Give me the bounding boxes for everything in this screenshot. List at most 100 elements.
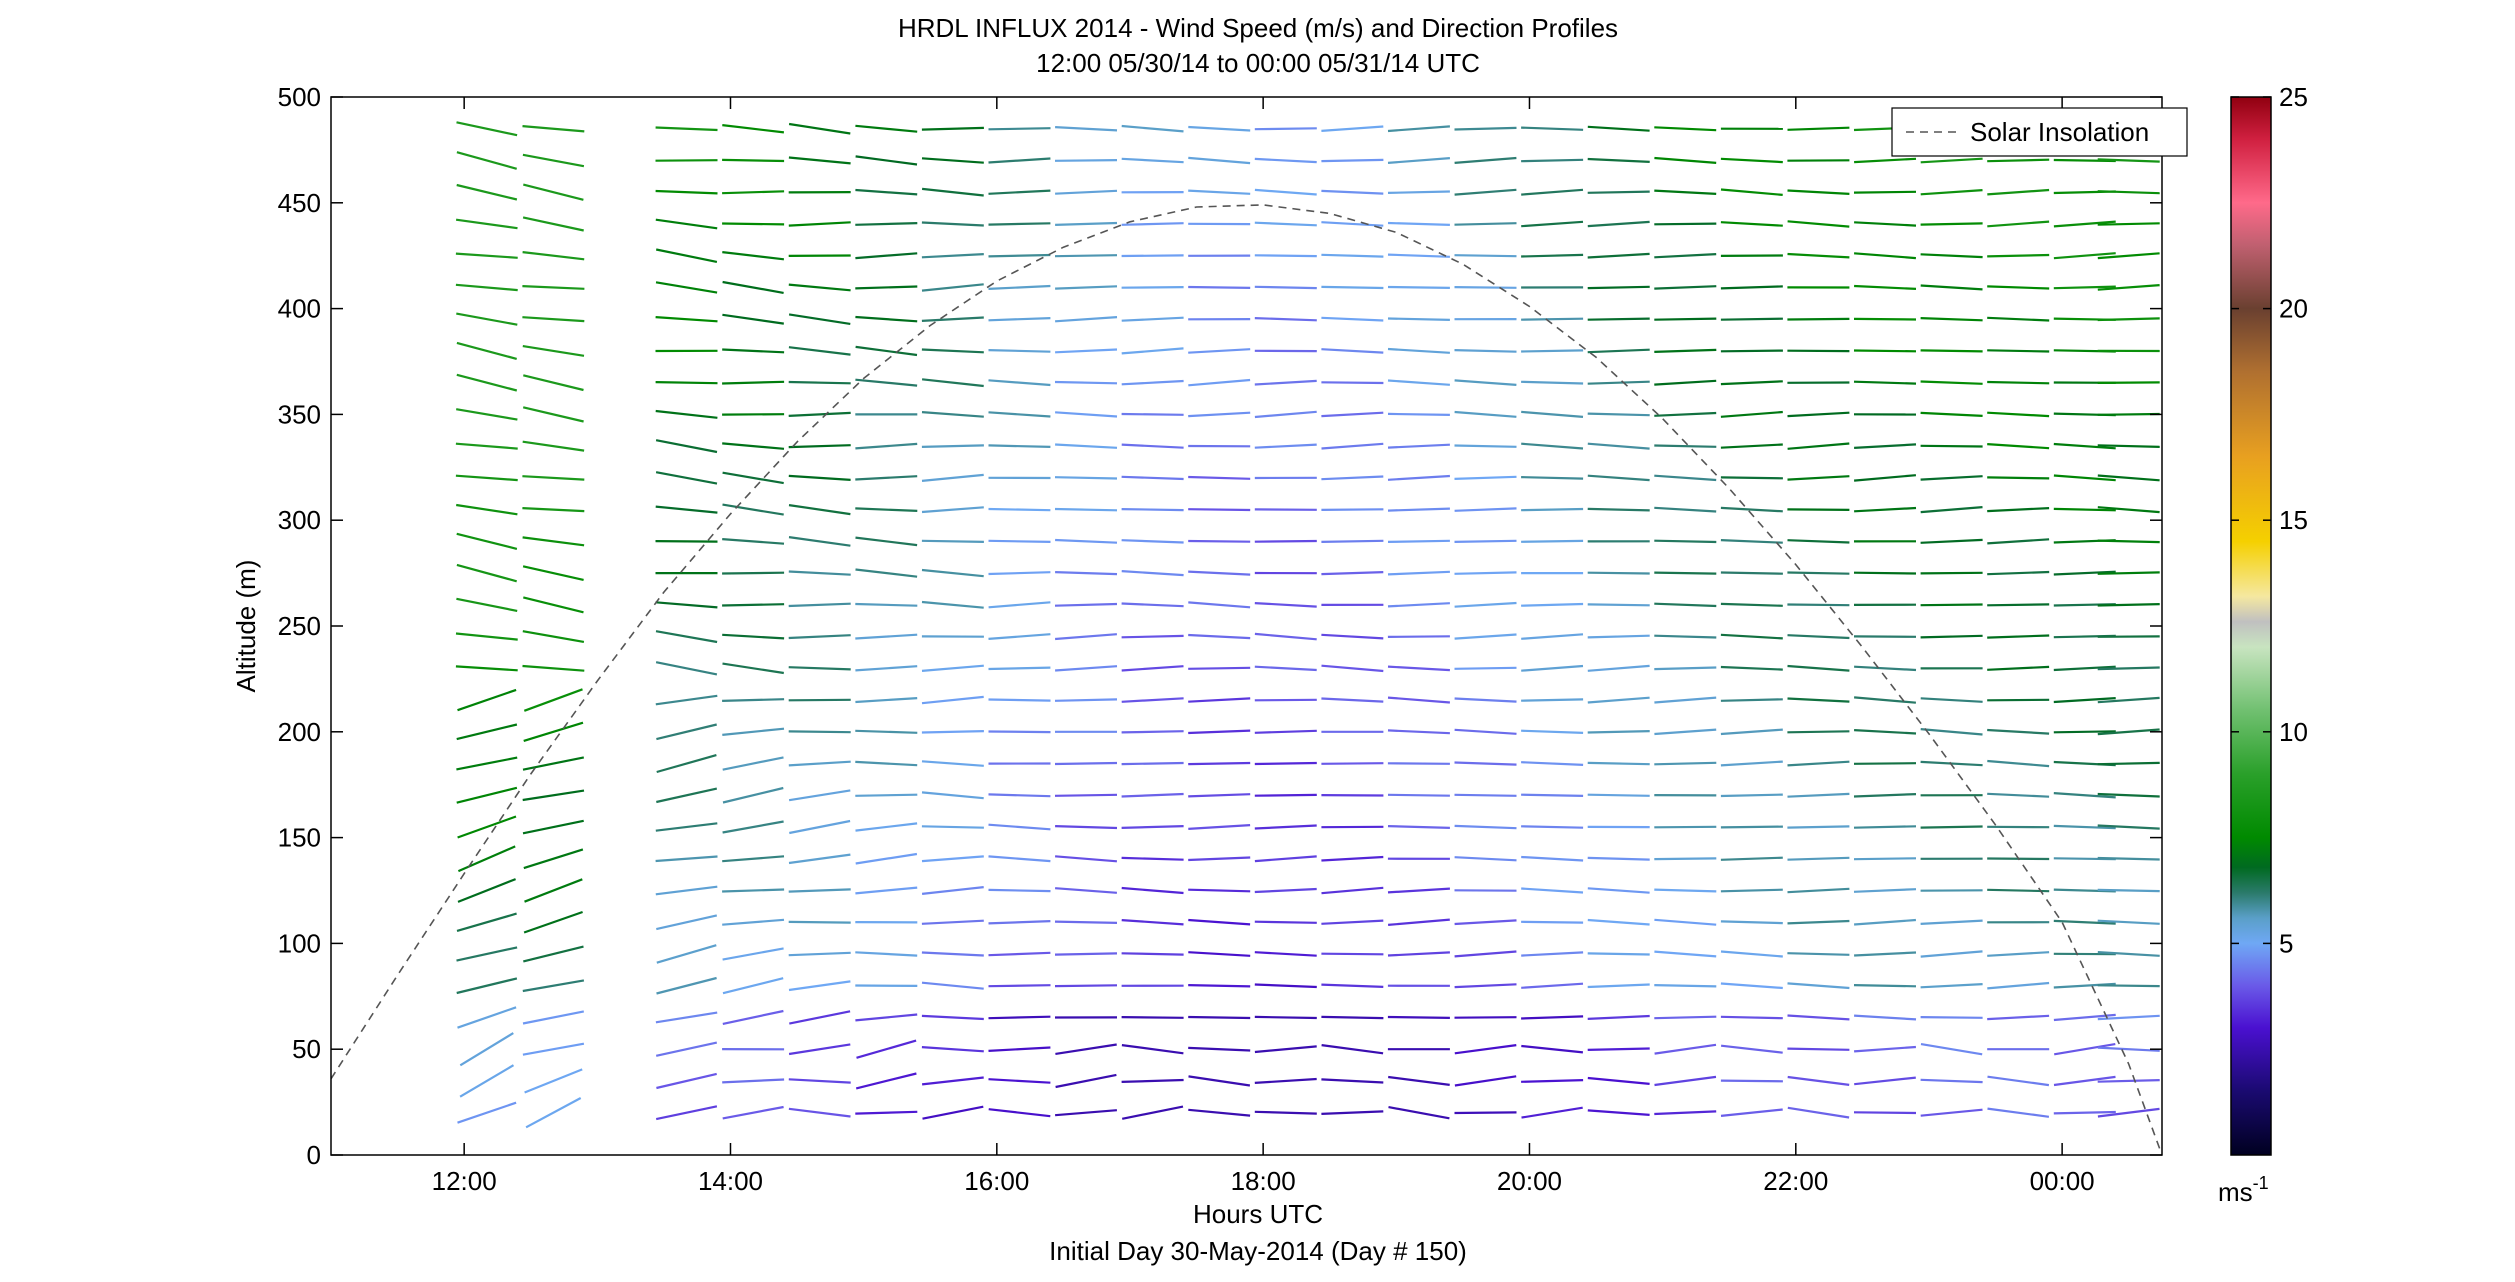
wind-barb <box>456 183 518 201</box>
wind-barb <box>2053 570 2116 576</box>
wind-barb <box>1254 602 1317 608</box>
wind-barb <box>1254 983 1317 989</box>
wind-barb <box>1587 793 1650 797</box>
wind-barb <box>1121 254 1184 258</box>
wind-barb <box>456 786 518 804</box>
wind-barb <box>788 634 851 640</box>
wind-barb <box>922 1105 984 1120</box>
wind-barb <box>1587 380 1650 385</box>
wind-barb <box>2097 571 2160 575</box>
wind-barb <box>1587 730 1650 734</box>
wind-barb <box>1387 729 1450 735</box>
wind-barb <box>788 536 851 547</box>
wind-barb <box>1387 443 1450 449</box>
wind-barb <box>456 151 517 170</box>
wind-barb <box>457 815 517 839</box>
wind-barb <box>788 570 851 576</box>
wind-barb <box>1054 698 1118 702</box>
wind-barb <box>788 380 851 385</box>
wind-barb <box>655 601 718 609</box>
wind-barb <box>988 920 1051 925</box>
wind-barb <box>1720 1079 1783 1083</box>
wind-barb <box>1254 539 1317 543</box>
wind-barb <box>1987 349 2050 353</box>
wind-barb <box>788 283 851 292</box>
wind-barb <box>988 730 1051 734</box>
wind-barb <box>1920 284 1983 291</box>
x-axis-label: Hours UTC <box>1193 1199 1323 1229</box>
wind-barb <box>1987 220 2050 228</box>
wind-barb <box>1454 919 1517 926</box>
wind-barb <box>1454 1044 1517 1055</box>
wind-barb <box>1121 379 1184 386</box>
wind-barb <box>1054 476 1118 480</box>
wind-barb <box>1254 887 1317 894</box>
wind-barb <box>1587 634 1650 639</box>
wind-barb <box>788 156 851 165</box>
wind-barb <box>1920 380 1983 385</box>
wind-barb <box>921 473 984 482</box>
wind-barb <box>1854 918 1916 926</box>
wind-barb <box>1920 538 1983 544</box>
wind-barb <box>855 222 918 226</box>
wind-barb <box>1654 1043 1717 1055</box>
wind-barb <box>1787 252 1850 259</box>
wind-barb <box>1055 348 1118 354</box>
wind-barb <box>455 218 518 230</box>
wind-barb <box>1987 792 2050 798</box>
wind-barb <box>988 284 1051 290</box>
wind-barb <box>1521 793 1584 797</box>
wind-barb <box>788 602 851 608</box>
wind-barb <box>1920 825 1983 829</box>
wind-barb <box>1654 189 1717 195</box>
wind-barb <box>1787 571 1850 575</box>
wind-barb <box>1587 412 1650 417</box>
wind-barb <box>1121 856 1184 861</box>
wind-barb <box>655 855 718 863</box>
wind-barb <box>1188 1075 1251 1087</box>
wind-barb <box>855 951 918 957</box>
y-axis-label: Altitude (m) <box>231 560 261 693</box>
wind-barb <box>988 793 1051 798</box>
wind-barb <box>1454 601 1517 608</box>
wind-barb <box>855 188 918 196</box>
wind-barb <box>1321 253 1384 258</box>
wind-barb <box>921 695 984 705</box>
wind-barb <box>655 822 718 832</box>
wind-barb <box>988 539 1051 543</box>
wind-barb <box>1854 284 1917 290</box>
wind-barb <box>1521 442 1584 450</box>
wind-barb <box>722 471 784 485</box>
wind-barb <box>1321 952 1384 956</box>
wind-barb <box>1188 378 1251 387</box>
wind-barb <box>456 977 518 995</box>
y-tick-label: 150 <box>278 823 321 853</box>
wind-barb <box>1787 730 1850 734</box>
wind-barb <box>1321 411 1384 418</box>
x-axis: 12:00 14:00 16:00 18:00 20:00 22:00 00:00 <box>432 97 2095 1196</box>
wind-barb <box>1055 1073 1117 1089</box>
y-tick-label: 500 <box>278 82 321 112</box>
wind-barb <box>1720 920 1783 925</box>
wind-barb <box>2097 951 2160 957</box>
wind-barb <box>2097 412 2160 416</box>
wind-barb <box>722 855 785 863</box>
wind-barb <box>655 281 718 294</box>
wind-barb <box>1121 443 1184 449</box>
wind-barb <box>2053 919 2116 925</box>
wind-barb <box>1587 317 1650 321</box>
wind-barb <box>1387 825 1450 829</box>
wind-barb <box>1387 507 1450 512</box>
wind-barb <box>1987 759 2050 768</box>
wind-barb <box>1055 221 1118 226</box>
wind-barb <box>1587 190 1650 194</box>
wind-barb <box>1188 666 1251 670</box>
wind-barb <box>788 951 851 957</box>
wind-barb <box>1720 1044 1783 1054</box>
wind-barb <box>523 721 584 742</box>
wind-barb <box>1521 539 1584 543</box>
wind-barb <box>1987 698 2050 702</box>
wind-barb <box>656 944 717 964</box>
wind-barb <box>1787 126 1850 131</box>
wind-barb <box>788 698 851 702</box>
